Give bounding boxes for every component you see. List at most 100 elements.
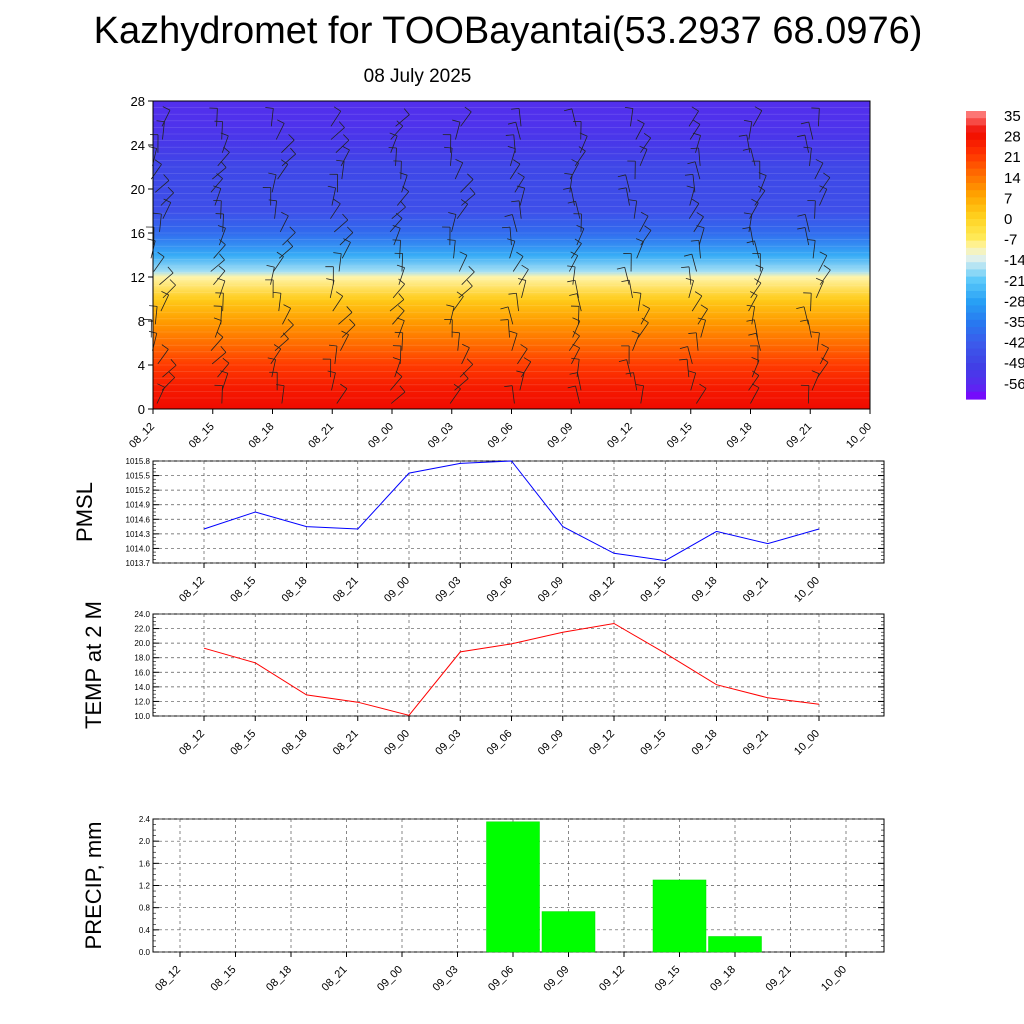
colorbar-segment (966, 377, 986, 386)
wind-barb (399, 240, 401, 259)
wind-barb (639, 215, 649, 233)
wind-barb-feather (635, 384, 644, 387)
wind-barb (211, 352, 227, 365)
colorbar-segment (966, 341, 986, 350)
wind-barb-feather (167, 186, 174, 194)
colorbar-segment (966, 175, 986, 184)
x-tick-label: 09_18 (725, 421, 755, 451)
wind-barb (750, 148, 756, 166)
x-tick-label: 09_06 (486, 421, 516, 451)
wind-barb-feather (276, 119, 285, 124)
wind-barb (808, 121, 814, 140)
wind-barb (210, 259, 225, 272)
wind-barb (626, 359, 632, 378)
wind-barb-feather (685, 278, 694, 281)
wind-barb (749, 202, 759, 219)
wind-barb (221, 121, 223, 140)
wind-barb (754, 190, 766, 206)
pmsl-x-tick-label: 08_12 (177, 575, 207, 605)
wind-barb (396, 191, 410, 206)
wind-barb-feather (641, 317, 649, 324)
wind-barb (568, 255, 579, 272)
wind-barb-feather (624, 106, 633, 109)
wind-barb-feather (642, 304, 650, 309)
wind-barb (221, 135, 229, 153)
wind-barb (274, 200, 278, 219)
wind-barb-feather (643, 133, 651, 139)
wind-barb-feather (639, 145, 648, 150)
wind-barb-feather (340, 383, 348, 389)
colorbar-segment (966, 204, 986, 213)
x-tick-label: 09_15 (665, 421, 695, 451)
wind-barb-feather (403, 108, 410, 115)
wind-barb (819, 177, 831, 193)
chart-subtitle: 08 July 2025 (363, 66, 472, 87)
precip-y-tick-label: 2.4 (139, 815, 151, 824)
wind-barb-feather (396, 264, 405, 269)
wind-barb-feather (349, 318, 356, 326)
x-tick-label: 09_09 (545, 421, 575, 451)
x-tick-label: 09_21 (784, 421, 814, 451)
colorbar-segment (966, 312, 986, 321)
pmsl-x-tick-label: 09_00 (382, 575, 412, 605)
precip-x-tick-label: 08_15 (209, 964, 239, 994)
wind-barb-feather (637, 119, 645, 124)
wind-barb (756, 267, 764, 285)
wind-barb-feather (815, 277, 824, 282)
wind-barb (390, 135, 398, 153)
wind-barb (456, 203, 469, 219)
wind-barb-feather (625, 372, 634, 375)
wind-barb (340, 334, 349, 351)
wind-barb (624, 267, 630, 285)
wind-barb-feather (343, 238, 351, 243)
pmsl-series-line (203, 460, 820, 562)
precip-y-tick-label: 2.0 (139, 837, 151, 846)
precip-bar (708, 936, 762, 953)
wind-barb-feather (219, 239, 226, 246)
colorbar-segment (966, 190, 986, 198)
wind-barb (213, 270, 226, 285)
wind-barb (576, 293, 582, 312)
wind-barb (692, 174, 696, 193)
wind-barb (460, 111, 472, 127)
precip-x-tick-label: 09_15 (653, 964, 683, 994)
wind-barb (637, 322, 649, 338)
wind-barb (513, 134, 516, 153)
wind-barb (162, 202, 172, 219)
wind-barb (511, 333, 518, 351)
wind-barb-feather (687, 161, 696, 165)
wind-barb (507, 319, 510, 338)
colorbar-segment (966, 269, 986, 278)
wind-barb-feather (265, 107, 274, 109)
colorbar-segment (966, 370, 986, 378)
wind-barb (455, 121, 461, 140)
x-tick-label: 09_03 (426, 421, 456, 451)
wind-barb-feather (748, 332, 757, 336)
temp-y-tick-label: 24.0 (134, 610, 150, 619)
colorbar-segment (966, 154, 986, 162)
wind-barb (577, 306, 580, 325)
wind-barb (748, 121, 753, 140)
wind-barb-feather (163, 174, 170, 181)
wind-barb-feather (699, 383, 707, 389)
colorbar-segment (966, 298, 986, 306)
temp-y-tick-label: 10.0 (134, 712, 150, 721)
wind-barb (748, 295, 758, 312)
wind-barb (389, 299, 405, 312)
wind-barb-feather (170, 359, 177, 366)
wind-barb (278, 293, 282, 312)
wind-barb (569, 174, 573, 193)
temp-x-tick-label: 09_12 (587, 728, 617, 758)
wind-barb (817, 362, 829, 378)
precip-x-tick-label: 08_12 (153, 964, 183, 994)
colorbar-segment (966, 319, 986, 328)
wind-barb (460, 179, 474, 193)
y-tick-label: 20 (131, 182, 145, 197)
wind-barb-feather (447, 239, 456, 241)
wind-barb-feather (632, 291, 642, 294)
precip-x-tick-label: 10_00 (819, 964, 849, 994)
wind-barb-feather (466, 279, 473, 287)
wind-barb (809, 147, 812, 166)
wind-barb (277, 164, 289, 180)
pmsl-y-tick-label: 1015.2 (126, 486, 151, 495)
